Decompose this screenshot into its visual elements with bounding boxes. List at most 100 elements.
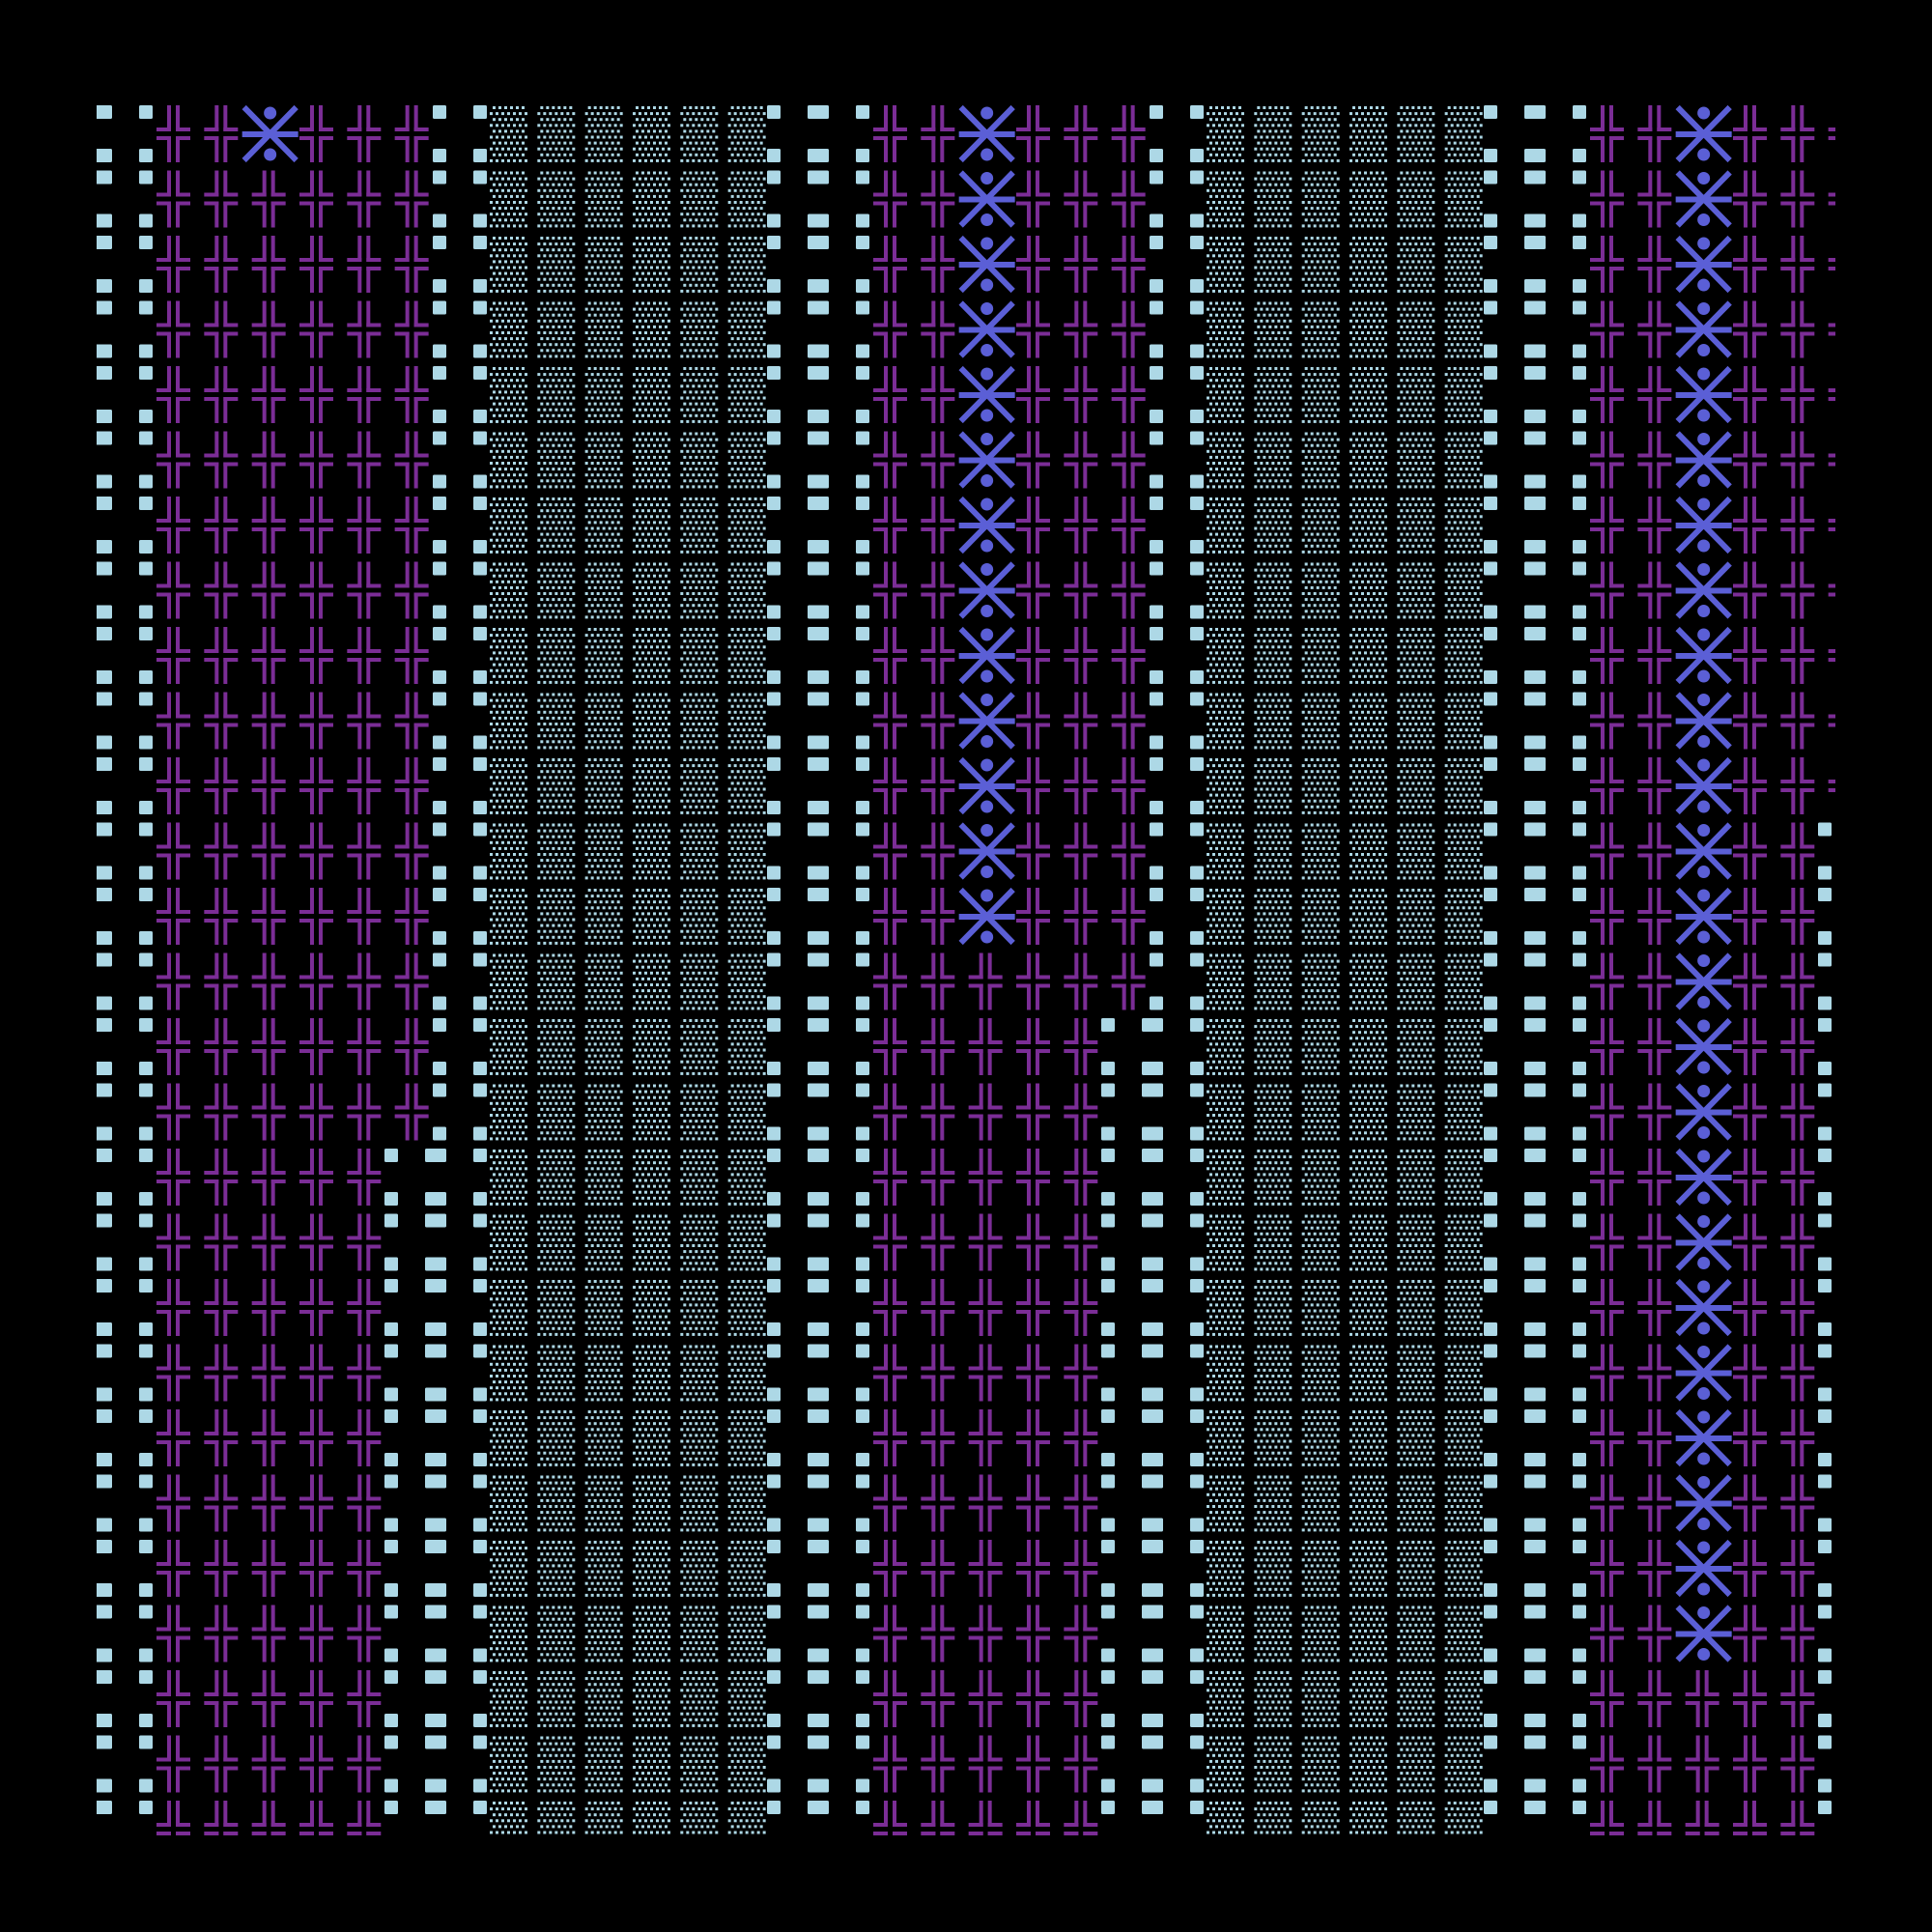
square-icon [856,300,869,315]
square-icon [1484,952,1497,967]
wide-square-icon [97,1801,112,1814]
wide-square-icon [97,279,112,293]
wide-square-icon [97,757,112,771]
square-icon [473,1083,487,1097]
square-icon [1190,996,1204,1010]
square-icon [1484,149,1497,162]
square-icon [1573,410,1586,423]
wide-square-icon [97,300,112,315]
square-icon [433,931,446,945]
wide-square-icon [1142,1474,1163,1489]
square-icon [1150,497,1163,510]
square-icon [473,1192,487,1206]
square-icon [1190,431,1204,445]
square-icon [1190,757,1204,771]
square-icon [856,1062,869,1075]
square-icon [856,757,869,771]
square-icon [139,344,153,358]
square-icon [139,366,153,380]
square-icon [433,561,446,576]
square-icon [1573,1801,1586,1814]
square-icon [1190,605,1204,619]
square-icon [1818,1322,1832,1336]
square-icon [433,279,446,293]
square-icon [1150,300,1163,315]
wide-square-icon [808,822,829,837]
asterisk-star-icon [959,759,1015,813]
square-icon [1150,149,1163,162]
square-icon [139,1257,153,1271]
square-icon [767,996,781,1010]
wide-square-icon [97,1583,112,1597]
wide-square-icon [425,1409,446,1423]
square-icon [767,1126,781,1141]
square-icon [856,1387,869,1402]
asterisk-star-icon [1676,1281,1732,1335]
square-icon [139,735,153,750]
square-icon [1484,1257,1497,1271]
square-icon [473,1387,487,1402]
square-icon [767,1409,781,1423]
square-icon [433,735,446,750]
square-icon [433,300,446,315]
square-icon [1150,605,1163,619]
wide-square-icon [808,801,829,814]
square-icon [1190,1540,1204,1553]
square-icon [1573,952,1586,967]
wide-square-icon [1524,757,1546,771]
square-icon [1573,1735,1586,1749]
square-icon [1484,1083,1497,1097]
square-icon [767,431,781,445]
asterisk-star-icon [1676,1411,1732,1465]
square-icon [1573,1192,1586,1206]
square-icon [139,1409,153,1423]
wide-square-icon [97,996,112,1010]
square-icon [139,996,153,1010]
square-icon [473,1126,487,1141]
square-icon [1190,1126,1204,1141]
square-icon [1573,1279,1586,1293]
wide-square-icon [1524,822,1546,837]
wide-square-icon [1524,1605,1546,1619]
square-icon [1190,1149,1204,1162]
square-icon [433,757,446,771]
wide-square-icon [808,627,829,640]
wide-square-icon [1142,1257,1163,1271]
wide-square-icon [425,1322,446,1336]
square-icon [139,213,153,228]
wide-square-icon [97,1605,112,1619]
wide-square-icon [808,931,829,945]
square-icon [1150,213,1163,228]
square-icon [384,1735,398,1749]
square-icon [1484,474,1497,489]
wide-square-icon [425,1192,446,1206]
square-icon [1190,279,1204,293]
asterisk-star-icon [959,498,1015,553]
square-icon [856,1083,869,1097]
square-icon [1484,1518,1497,1532]
square-icon [1101,1474,1115,1489]
square-icon [1101,1344,1115,1358]
square-icon [856,170,869,185]
square-icon [433,670,446,684]
square-icon [856,605,869,619]
square-icon [1818,1670,1832,1684]
square-icon [1484,236,1497,249]
square-icon [1818,1714,1832,1727]
wide-square-icon [1524,670,1546,684]
square-icon [1101,1149,1115,1162]
wide-square-icon [97,1322,112,1336]
wide-square-icon [1142,1387,1163,1402]
square-icon [1818,1605,1832,1619]
square-icon [473,1540,487,1553]
square-icon [1101,1714,1115,1727]
square-icon [1101,1062,1115,1075]
square-icon [767,1149,781,1162]
square-icon [433,105,446,119]
asterisk-star-icon [1676,172,1732,226]
square-icon [1484,1735,1497,1749]
square-icon [473,300,487,315]
asterisk-star-icon [959,629,1015,683]
square-icon [384,1801,398,1814]
wide-square-icon [97,1062,112,1075]
